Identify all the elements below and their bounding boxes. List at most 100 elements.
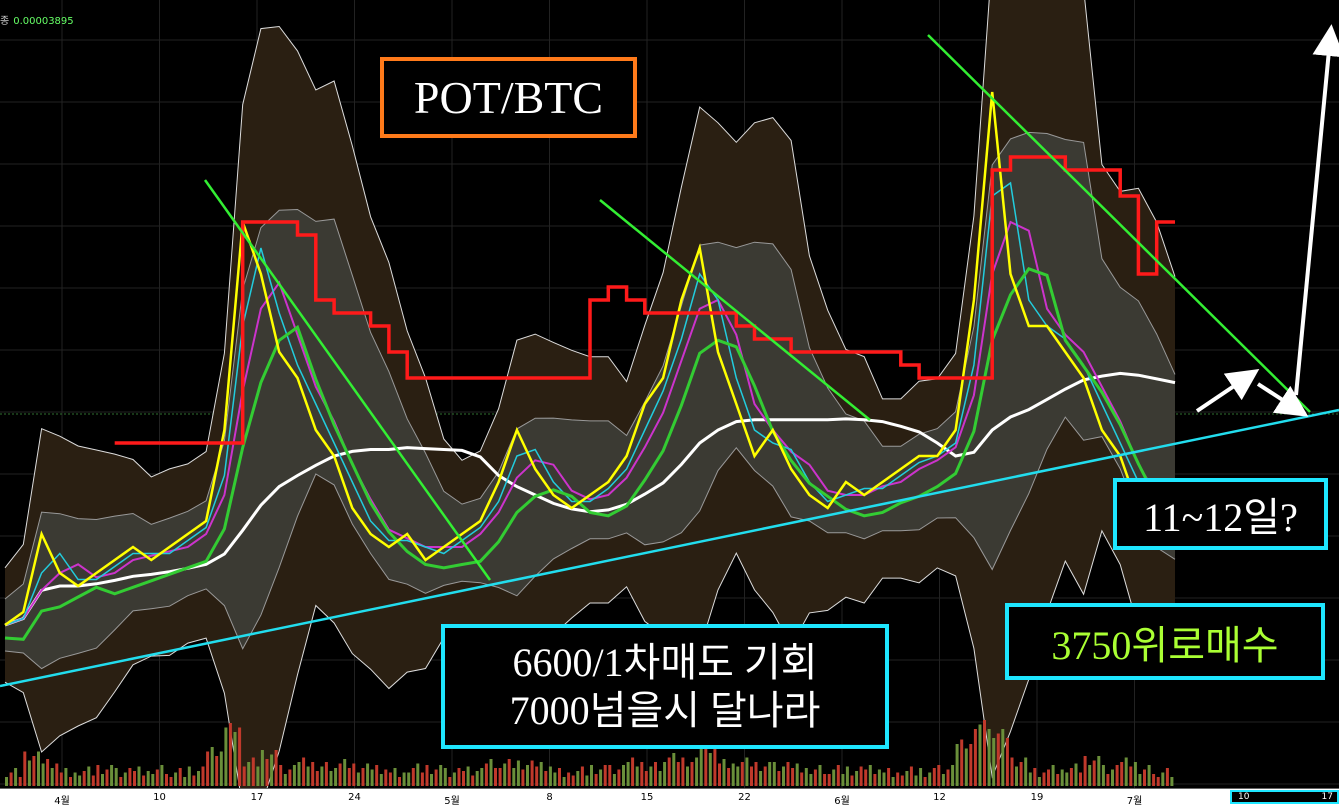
- volume-bar: [626, 762, 630, 786]
- volume-bar: [535, 766, 539, 786]
- volume-bar: [663, 762, 667, 786]
- volume-bar: [845, 766, 849, 786]
- volume-bar: [1156, 777, 1160, 786]
- volume-bar: [1115, 765, 1119, 786]
- inner-band-line: [4, 416, 1176, 670]
- volume-bar: [73, 772, 77, 786]
- sell-note-box: 6600/1차매도 기회 7000넘을시 달나라: [441, 624, 889, 749]
- volume-bar: [946, 769, 950, 786]
- volume-bar: [219, 751, 223, 786]
- scroll-indicator[interactable]: 10 17: [1230, 790, 1339, 804]
- volume-bar: [114, 768, 118, 786]
- volume-bar: [1015, 766, 1018, 786]
- volume-bar: [146, 771, 150, 786]
- volume-bar: [503, 763, 507, 786]
- volume-bar: [818, 765, 822, 786]
- volume-bar: [489, 759, 493, 786]
- x-tick-label: 10: [153, 792, 166, 803]
- volume-bar: [672, 753, 676, 786]
- volume-bar: [498, 768, 502, 786]
- volume-bar: [909, 766, 913, 786]
- volume-bar: [439, 765, 443, 786]
- volume-bar: [165, 774, 168, 786]
- volume-bar: [1047, 769, 1050, 786]
- volume-bar: [1001, 729, 1005, 786]
- volume-bar: [338, 763, 342, 786]
- volume-bar: [430, 774, 433, 786]
- volume-bar: [786, 762, 790, 786]
- x-tick-label: 15: [640, 792, 654, 803]
- volume-bar: [877, 769, 881, 786]
- volume-bar: [827, 774, 831, 786]
- volume-bar: [548, 766, 552, 786]
- volume-bar: [754, 762, 758, 786]
- volume-bar: [343, 759, 347, 786]
- volume-bar: [137, 766, 141, 786]
- x-tick-label: 7월: [1126, 796, 1143, 806]
- volume-bar: [699, 748, 703, 786]
- x-tick-label: 17: [250, 792, 264, 803]
- volume-bar: [119, 777, 123, 786]
- volume-bar: [265, 759, 269, 786]
- volume-bar: [1097, 756, 1101, 786]
- volume-bar: [727, 768, 731, 786]
- volume-bar: [813, 769, 817, 786]
- volume-bar: [448, 777, 452, 786]
- volume-bar: [388, 772, 392, 786]
- volume-bar: [1079, 772, 1082, 786]
- volume-bar: [18, 777, 22, 786]
- volume-bar: [526, 765, 529, 786]
- volume-bar: [731, 763, 735, 786]
- outer-band-line: [4, 529, 1176, 806]
- buy-note-box: 3750위로매수: [1005, 603, 1325, 680]
- volume-bar: [1060, 769, 1064, 786]
- volume-bar: [484, 763, 488, 786]
- volume-bar: [996, 733, 1000, 786]
- volume-bar: [292, 765, 296, 786]
- volume-bar: [676, 762, 680, 786]
- volume-bar: [850, 775, 854, 786]
- inner-band-line: [4, 131, 1176, 600]
- buy-note-text: 3750위로매수: [1051, 622, 1279, 668]
- x-tick-label: 19: [1030, 792, 1044, 803]
- volume-bar: [644, 771, 648, 786]
- volume-bar: [160, 765, 164, 786]
- volume-bar: [1033, 768, 1037, 786]
- volume-bar: [256, 766, 260, 786]
- volume-bar: [1147, 765, 1151, 786]
- volume-bar: [695, 757, 699, 786]
- volume-bar: [603, 765, 607, 786]
- volume-bar: [201, 766, 205, 786]
- volume-bar: [288, 769, 292, 786]
- volume-bar: [411, 768, 415, 786]
- date-note-text: 11~12일?: [1143, 495, 1298, 540]
- volume-bar: [1106, 774, 1110, 786]
- volume-bar: [91, 775, 95, 786]
- bollinger-bands: [4, 0, 1176, 806]
- volume-bar: [919, 768, 923, 786]
- volume-bar: [763, 766, 767, 786]
- volume-bar: [836, 765, 840, 786]
- volume-bar: [718, 763, 721, 786]
- volume-bar: [443, 768, 447, 786]
- volume-bar: [475, 771, 479, 786]
- volume-bar: [516, 760, 520, 786]
- volume-bar: [23, 751, 27, 786]
- sell-note-line2: 7000넘을시 달나라: [509, 687, 821, 733]
- title-text: POT/BTC: [413, 72, 604, 123]
- volume-bar: [37, 751, 40, 786]
- volume-bar: [329, 771, 333, 786]
- scroll-right-label: 17: [1321, 792, 1333, 802]
- volume-bar: [174, 772, 178, 786]
- volume-bar: [1101, 765, 1105, 786]
- volume-bar: [69, 777, 72, 786]
- volume-bar: [96, 765, 100, 786]
- down-trend-line: [203, 179, 492, 581]
- volume-bar: [306, 766, 310, 786]
- volume-bar: [599, 769, 603, 786]
- volume-bar: [681, 757, 685, 786]
- volume-bar: [804, 768, 808, 786]
- volume-bar: [608, 765, 612, 786]
- volume-bar: [169, 777, 173, 786]
- volume-bar: [32, 756, 36, 786]
